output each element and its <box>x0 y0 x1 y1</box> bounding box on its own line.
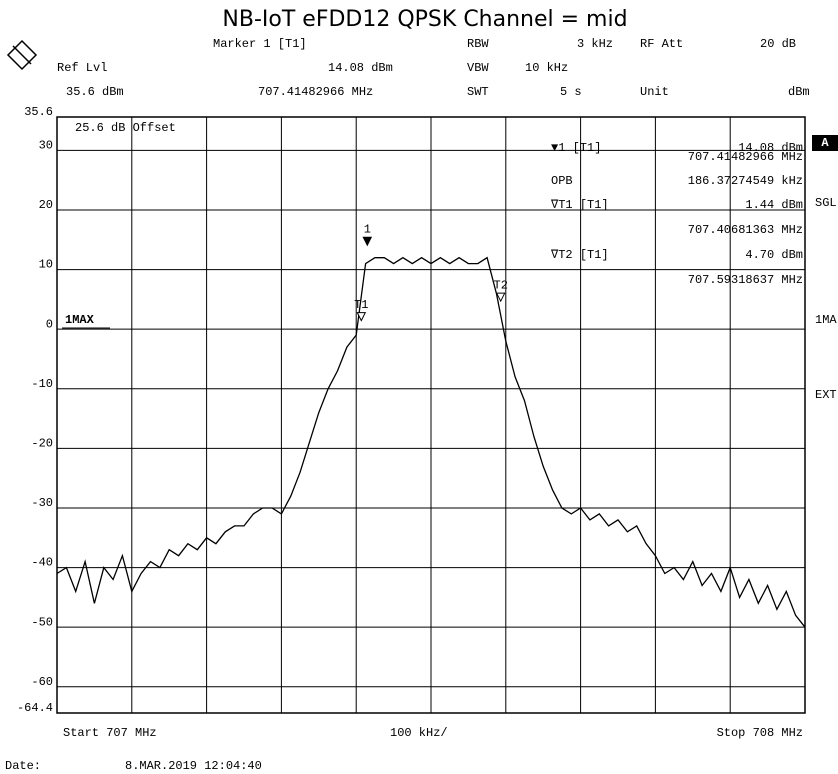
y-tick-label: -50 <box>31 615 53 629</box>
y-tick-label: -40 <box>31 556 53 570</box>
trace <box>56 256 806 628</box>
label: Unit <box>640 85 669 99</box>
marker <box>495 292 506 303</box>
label: 3 kHz <box>577 37 613 51</box>
label: EXT <box>815 388 837 402</box>
label: 707.40681363 MHz <box>688 223 803 237</box>
label: 4.70 dBm <box>745 248 803 262</box>
label: 707.41482966 MHz <box>688 150 803 164</box>
label: SGL <box>815 196 837 210</box>
label: Marker 1 [T1] <box>213 37 307 51</box>
label: 707.59318637 MHz <box>688 273 803 287</box>
y-tick-label: -10 <box>31 377 53 391</box>
label: 25.6 dB Offset <box>75 121 176 135</box>
label: Date: <box>5 759 41 773</box>
logo <box>6 39 38 71</box>
label: Stop 708 MHz <box>717 726 803 740</box>
label: ∇T1 [T1] <box>550 198 609 212</box>
label: dBm <box>788 85 810 99</box>
marker <box>362 236 373 247</box>
marker <box>356 312 367 322</box>
y-tick-label: -20 <box>31 437 53 451</box>
label: Ref Lvl <box>57 61 107 75</box>
label: ▼1 [T1] <box>551 141 601 155</box>
label: OPB <box>551 174 573 188</box>
y-tick-label: 10 <box>39 258 53 272</box>
label: 10 kHz <box>525 61 568 75</box>
label: Start 707 MHz <box>63 726 157 740</box>
label: 5 s <box>560 85 582 99</box>
side-label: A <box>821 136 829 150</box>
side-badge <box>812 135 838 151</box>
y-tick-label: 30 <box>39 139 53 153</box>
marker-label: T2 <box>494 278 508 292</box>
label: 100 kHz/ <box>390 726 448 740</box>
label: 8.MAR.2019 12:04:40 <box>125 759 262 773</box>
label: 707.41482966 MHz <box>258 85 373 99</box>
marker-label: 1 <box>364 222 371 236</box>
label: 35.6 dBm <box>66 85 124 99</box>
label: 20 dB <box>760 37 796 51</box>
y-tick-label: -64.4 <box>17 701 53 715</box>
y-tick-label: 0 <box>46 317 53 331</box>
marker-label: T1 <box>354 298 368 312</box>
y-tick-label: 35.6 <box>24 105 53 119</box>
label: ∇T2 [T1] <box>550 248 609 262</box>
label: 186.37274549 kHz <box>688 174 803 188</box>
chart-title: NB-IoT eFDD12 QPSK Channel = mid <box>222 7 627 32</box>
label: 1MA <box>815 313 837 327</box>
label: 14.08 dBm <box>328 61 393 75</box>
label: 14.08 dBm <box>738 141 803 155</box>
label: RF Att <box>640 37 683 51</box>
y-tick-label: 20 <box>39 198 53 212</box>
y-tick-label: -30 <box>31 496 53 510</box>
label: SWT <box>467 85 489 99</box>
label: 1.44 dBm <box>745 198 803 212</box>
trace-label: 1MAX <box>65 313 95 327</box>
y-tick-label: -60 <box>31 675 53 689</box>
label: VBW <box>467 61 489 75</box>
label: RBW <box>467 37 489 51</box>
